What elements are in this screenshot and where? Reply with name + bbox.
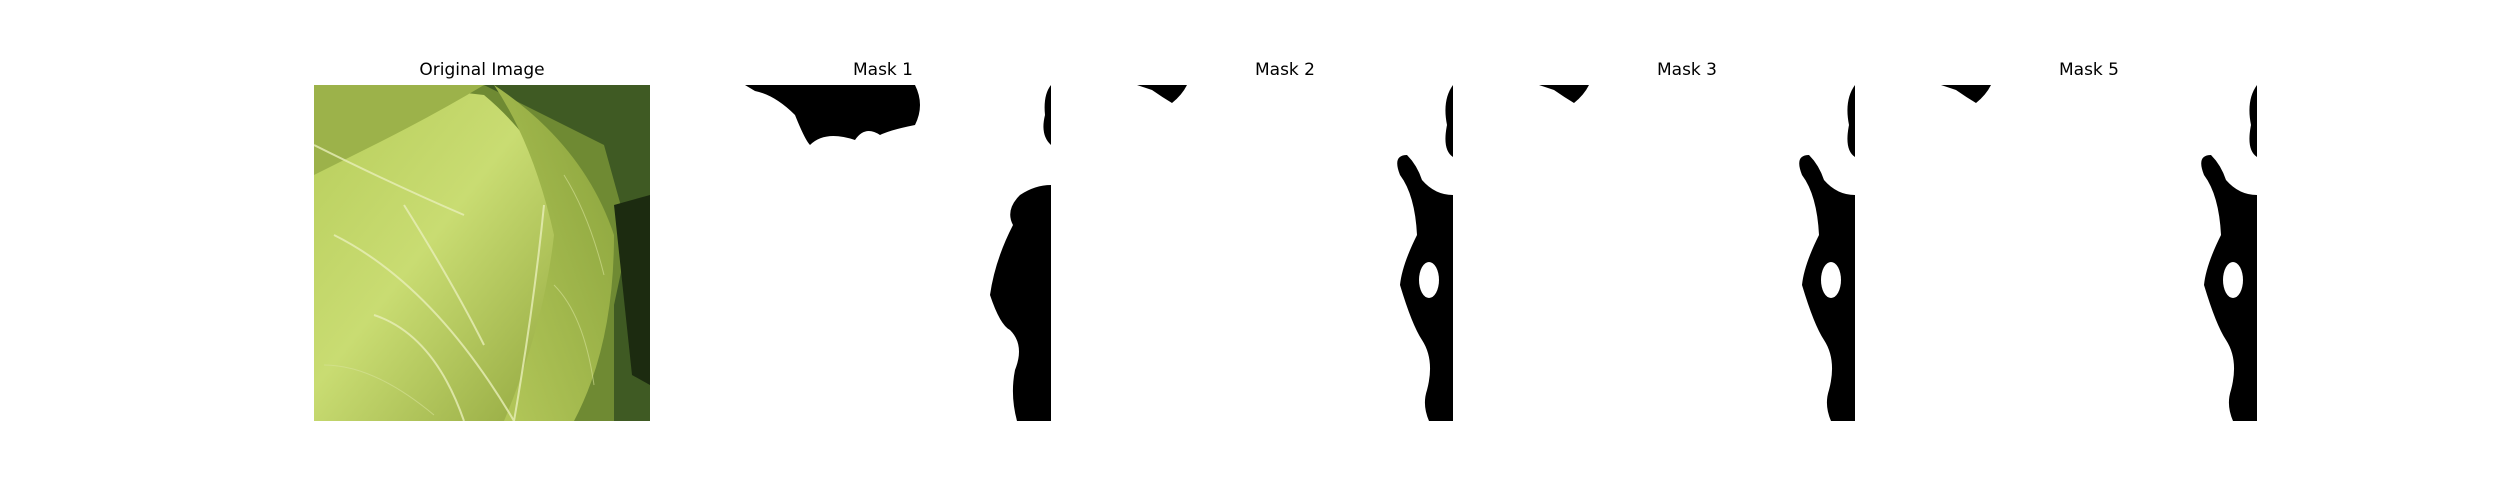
mask-1-title: Mask 1 <box>852 60 913 80</box>
mask-3-title: Mask 3 <box>1656 60 1717 80</box>
cabbage-leaf-photo <box>314 85 650 421</box>
mask-1-image <box>715 85 1051 421</box>
mask-5-image <box>1921 85 2257 421</box>
mask-5-title: Mask 5 <box>2058 60 2119 80</box>
original-image-title: Original Image <box>419 60 545 80</box>
mask-2-title: Mask 2 <box>1254 60 1315 80</box>
mask-2-image <box>1117 85 1453 421</box>
mask-3-image <box>1519 85 1855 421</box>
mask-5-panel <box>1921 85 2257 421</box>
original-image-panel <box>314 85 650 421</box>
mask-3-panel <box>1519 85 1855 421</box>
mask-2-panel <box>1117 85 1453 421</box>
mask-1-panel <box>715 85 1051 421</box>
